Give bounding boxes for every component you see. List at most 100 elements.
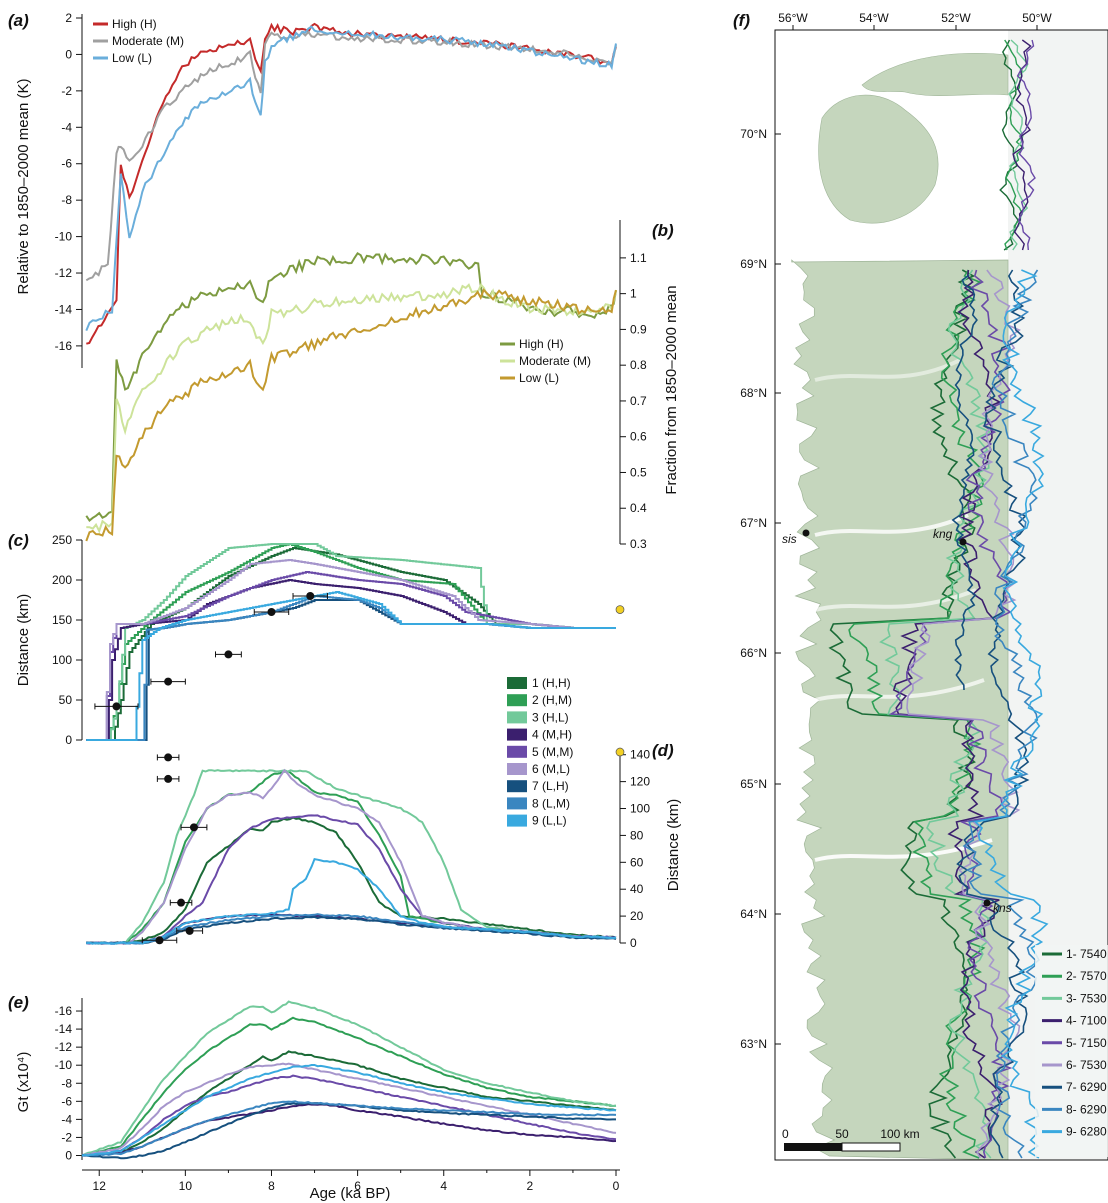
tick-label-d: 80	[630, 828, 644, 842]
tick-label-a: 2	[65, 11, 72, 25]
data-point-d	[164, 774, 173, 783]
ice-margin-line-north	[999, 39, 1019, 251]
tick-label-a: -2	[61, 84, 72, 98]
legend-run-swatch	[507, 677, 527, 689]
disko-island	[818, 94, 939, 224]
tick-label-b: 0.4	[630, 501, 647, 515]
tick-label-a: -6	[61, 157, 72, 171]
scale-label: 50	[835, 1127, 849, 1141]
series-line-e-1	[81, 1050, 617, 1157]
legend-run-label: 9 (L,L)	[532, 814, 567, 828]
tick-label-d: 20	[630, 909, 644, 923]
ice-margin-line	[962, 269, 1039, 1159]
legend-run-label: 1 (H,H)	[532, 676, 571, 690]
legend-run-label: 8 (L,M)	[532, 796, 570, 810]
tick-label-b: 1.1	[630, 251, 647, 265]
series-line-a-1	[86, 22, 617, 345]
series-line-e-9	[81, 1064, 617, 1157]
tick-label-a: -8	[61, 193, 72, 207]
tick-label-b: 0.8	[630, 358, 647, 372]
tick-label-d: 140	[630, 748, 650, 762]
panel-label-c: (c)	[8, 531, 29, 550]
lon-label: 56°W	[778, 11, 808, 25]
xlabel-e: Age (ka BP)	[310, 1185, 391, 1202]
tick-label-d: 40	[630, 882, 644, 896]
lat-label: 68°N	[740, 386, 767, 400]
site-label: kns	[993, 901, 1012, 915]
legend-b-label: High (H)	[519, 337, 564, 351]
legend-a-label: Low (L)	[112, 51, 152, 65]
series-line-e-5	[81, 1074, 617, 1157]
tick-label-a: -10	[55, 230, 73, 244]
tick-label-b: 0.9	[630, 322, 647, 336]
tick-label-b: 1	[630, 287, 637, 301]
tick-label-d: 120	[630, 775, 650, 789]
tick-label-a: -14	[55, 302, 73, 316]
site-marker	[959, 538, 967, 546]
legend-run-label: 4 (M,H)	[532, 728, 572, 742]
ice-margin-line-inland	[951, 274, 978, 691]
tick-label-d: 0	[630, 936, 637, 950]
legend-run-swatch	[507, 694, 527, 707]
data-point-d	[164, 753, 173, 762]
tick-label-d: 60	[630, 855, 644, 869]
tick-label-c: 50	[59, 693, 73, 707]
panel-label-b: (b)	[652, 221, 674, 240]
site-label: kng	[933, 527, 953, 541]
tick-label-e: -4	[61, 1112, 72, 1126]
tick-label-e: 0	[65, 1148, 72, 1162]
site-marker	[802, 529, 810, 537]
tick-label-b: 0.6	[630, 430, 647, 444]
map-legend-label: 8- 6290	[1066, 1102, 1107, 1116]
data-point-c	[164, 677, 173, 686]
tick-label-d: 100	[630, 802, 650, 816]
lat-label: 69°N	[740, 257, 767, 271]
tick-label-e: -10	[55, 1058, 73, 1072]
legend-b-label: Low (L)	[519, 371, 559, 385]
map-legend-label: 7- 6290	[1066, 1080, 1107, 1094]
ylabel-d: Distance (km)	[665, 799, 682, 892]
tick-label-a: 0	[65, 47, 72, 61]
series-line-b-2	[86, 283, 617, 534]
tick-label-x: 8	[268, 1179, 275, 1193]
panel-label-f: (f)	[733, 11, 750, 30]
ice-margin-line	[848, 269, 986, 1159]
legend-run-swatch	[507, 780, 527, 793]
legend-run-label: 3 (H,L)	[532, 710, 569, 724]
tick-label-b: 0.7	[630, 394, 647, 408]
data-point-d	[185, 926, 194, 935]
map-panel-f: (f) 56°W 54°W 52°W 50°W 70°N 69°N 68°N 67°N 66°N 6…	[733, 11, 1108, 1161]
legend-run-label: 2 (H,M)	[532, 693, 572, 707]
legend-run-swatch	[507, 711, 527, 724]
site-marker	[983, 899, 991, 907]
legend-run-label: 7 (L,H)	[532, 779, 569, 793]
series-line-c-9	[86, 591, 616, 741]
scale-label: 0	[782, 1127, 789, 1141]
data-point-c	[224, 650, 233, 659]
ylabel-c: Distance (km)	[15, 594, 32, 687]
map-legend-label: 9- 6280	[1066, 1125, 1107, 1139]
series-line-c-5	[86, 571, 616, 741]
series-line-e-8	[81, 1100, 617, 1157]
map-legend-bg	[1035, 945, 1108, 1157]
legend-run-swatch	[507, 814, 527, 827]
scale-bar-white	[841, 1142, 901, 1152]
mainland	[791, 259, 1009, 1161]
tick-label-x: 2	[527, 1179, 534, 1193]
tick-label-e: -14	[55, 1022, 73, 1036]
lat-label: 67°N	[740, 516, 767, 530]
series-line-a-3	[85, 25, 617, 331]
tick-label-b: 0.5	[630, 465, 647, 479]
map-legend-label: 4- 7100	[1066, 1014, 1107, 1028]
series-line-b-3	[85, 288, 617, 542]
series-line-d-1	[86, 816, 617, 945]
tick-label-x: 12	[93, 1179, 107, 1193]
tick-label-c: 0	[65, 733, 72, 747]
data-point-d	[189, 823, 198, 832]
tick-label-e: -16	[55, 1004, 73, 1018]
scale-label: 100 km	[880, 1127, 919, 1141]
series-line-d-9	[86, 857, 617, 945]
fjord	[814, 678, 985, 702]
lon-label: 50°W	[1022, 11, 1052, 25]
